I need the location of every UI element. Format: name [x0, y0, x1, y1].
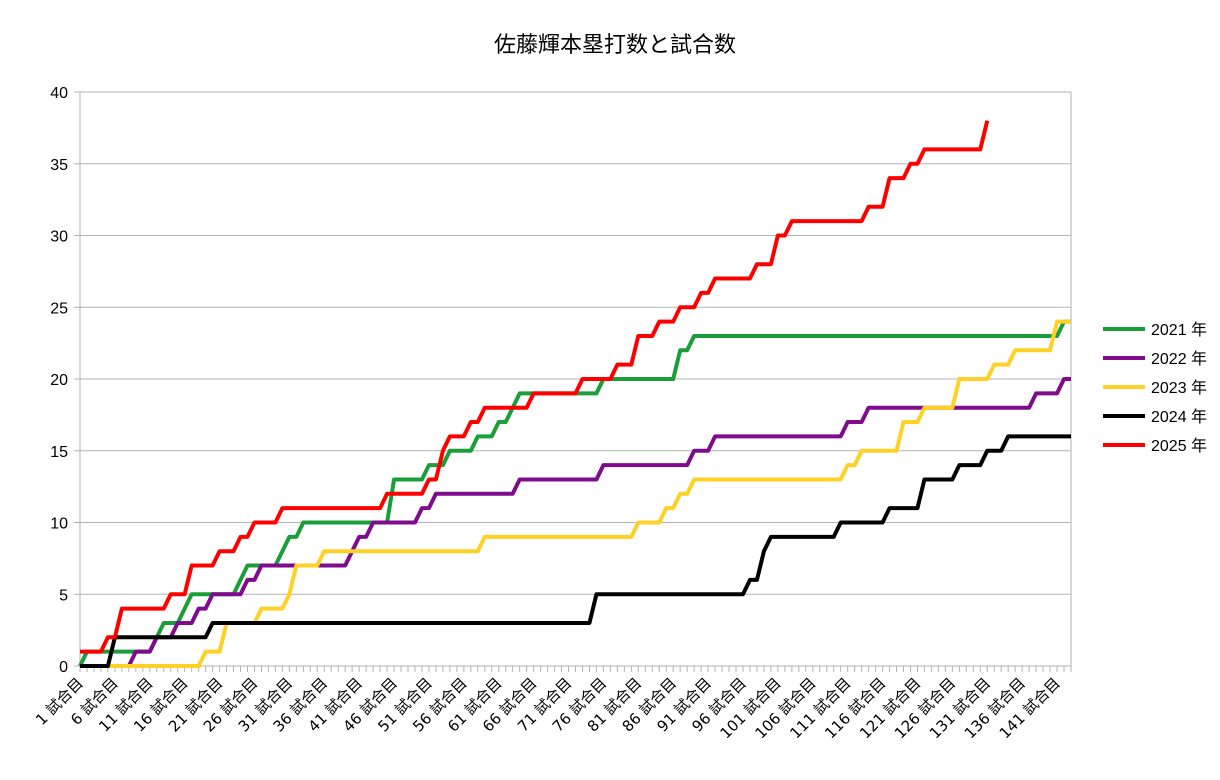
- legend-label-1: 2021 年: [1151, 321, 1207, 339]
- series-line-2: [80, 377, 1071, 668]
- legend-label-5: 2025 年: [1151, 437, 1207, 455]
- y-tick-label: 30: [50, 229, 68, 246]
- series-line-3: [80, 319, 1071, 668]
- y-tick-label: 20: [50, 372, 68, 389]
- y-tick-label: 40: [50, 85, 68, 102]
- y-tick-label: 35: [50, 157, 68, 174]
- chart-title: 佐藤輝本塁打数と試合数: [494, 33, 736, 58]
- series-line-1: [78, 319, 1071, 667]
- y-tick-label: 5: [59, 587, 68, 604]
- grid: [74, 91, 1072, 667]
- series-group: [78, 120, 1071, 668]
- y-tick-label: 25: [50, 300, 68, 317]
- y-tick-label: 10: [50, 516, 68, 533]
- series-line-5: [80, 120, 990, 654]
- legend-label-3: 2023 年: [1151, 379, 1207, 397]
- y-axis: 0 5 10 15 20 25 30 35 40: [50, 85, 68, 676]
- legend-label-4: 2024 年: [1151, 408, 1207, 426]
- series-line-4: [80, 434, 1071, 668]
- y-tick-label: 0: [59, 659, 68, 676]
- y-tick-label: 15: [50, 444, 68, 461]
- legend-label-2: 2022 年: [1151, 350, 1207, 368]
- legend: 2021 年 2022 年 2023 年 2024 年 2025 年: [1103, 321, 1207, 455]
